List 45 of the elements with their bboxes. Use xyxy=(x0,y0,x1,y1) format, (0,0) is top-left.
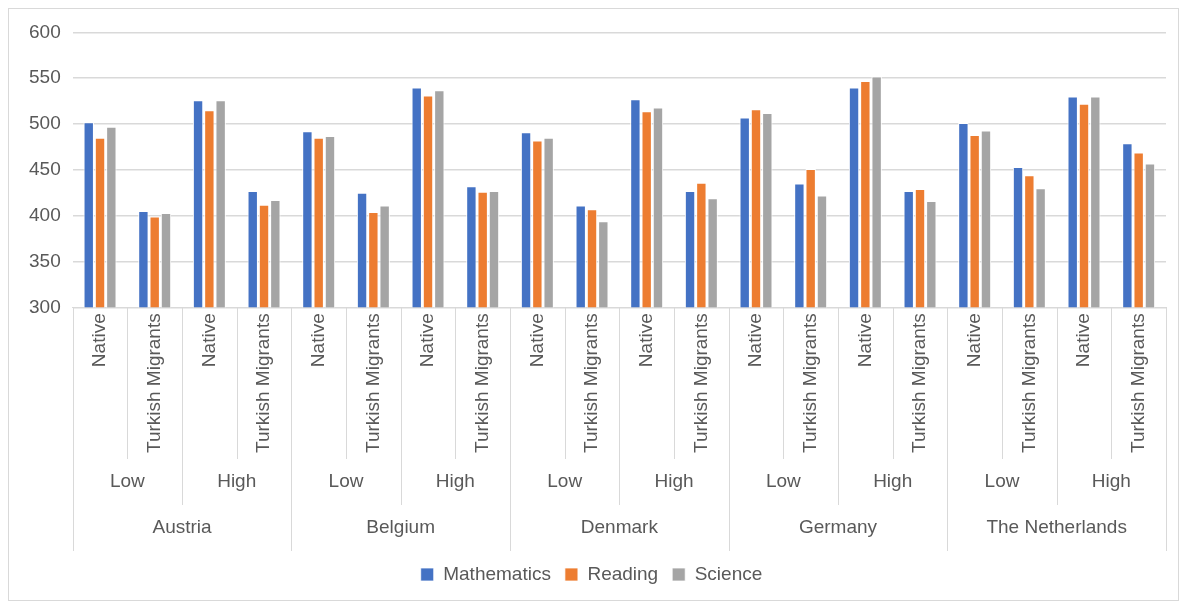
x-tick-label: Turkish Migrants xyxy=(1017,313,1039,453)
x-tick-label: Native xyxy=(416,313,438,368)
y-tick-label: 350 xyxy=(29,249,61,271)
text: Low xyxy=(765,470,802,492)
text: High xyxy=(873,470,913,492)
x-tick-label: Native xyxy=(525,313,547,368)
text: Low xyxy=(109,470,146,492)
y-tick-label: 550 xyxy=(29,66,61,88)
x-tick-label: Native xyxy=(634,313,656,368)
x-tick-label: Turkish Migrants xyxy=(470,313,492,453)
text: High xyxy=(1091,470,1131,492)
text: High xyxy=(654,470,694,492)
text: High xyxy=(435,470,475,492)
y-tick-label: 300 xyxy=(29,295,61,317)
x-tick-label: Native xyxy=(744,313,766,368)
x-tick-label: Turkish Migrants xyxy=(361,313,383,453)
text: Belgium xyxy=(366,516,436,538)
text: The Netherlands xyxy=(986,516,1127,538)
y-tick-label: 500 xyxy=(29,112,61,134)
legend-label: Reading xyxy=(587,562,659,584)
x-tick-label: Native xyxy=(88,313,110,368)
y-tick-label: 600 xyxy=(29,20,61,42)
x-tick-label: Native xyxy=(853,313,875,368)
x-tick-label: Turkish Migrants xyxy=(908,313,930,453)
text: Austria xyxy=(152,516,213,538)
text: Germany xyxy=(798,516,878,538)
x-tick-label: Turkish Migrants xyxy=(142,313,164,453)
text: Denmark xyxy=(580,516,659,538)
text: Low xyxy=(328,470,364,492)
x-tick-label: Native xyxy=(306,313,328,368)
text: Low xyxy=(547,470,583,492)
x-tick-label: Turkish Migrants xyxy=(580,313,602,453)
legend-label: Mathematics xyxy=(443,562,551,584)
x-tick-label: Native xyxy=(1072,313,1094,368)
y-tick-label: 450 xyxy=(29,158,61,180)
text: Low xyxy=(984,470,1020,492)
x-tick-label: Turkish Migrants xyxy=(252,313,274,453)
x-tick-label: Turkish Migrants xyxy=(1126,313,1148,453)
legend-label: Science xyxy=(694,562,763,584)
x-tick-label: Turkish Migrants xyxy=(798,313,820,453)
x-tick-label: Native xyxy=(197,313,219,368)
text: High xyxy=(217,470,257,492)
x-tick-label: Native xyxy=(962,313,984,368)
y-tick-label: 400 xyxy=(29,203,61,225)
x-tick-label: Turkish Migrants xyxy=(689,313,711,453)
